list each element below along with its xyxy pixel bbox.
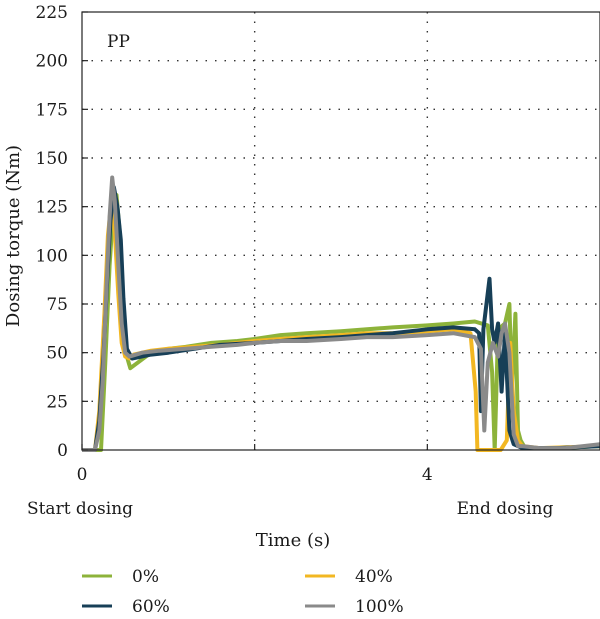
- start-dosing-annotation: Start dosing: [27, 499, 133, 519]
- legend-label: 100%: [355, 597, 404, 617]
- series-line-0pct: [82, 193, 600, 452]
- legend-label: 0%: [132, 567, 159, 587]
- legend-label: 40%: [355, 567, 393, 587]
- legend: 0% 40% 60% 100%: [82, 567, 404, 617]
- x-tick-label: 4: [422, 465, 433, 485]
- y-tick-label: 75: [46, 295, 68, 315]
- x-tick-label: 0: [77, 465, 88, 485]
- series-lines: [82, 175, 600, 452]
- y-axis-title: Dosing torque (Nm): [3, 145, 24, 327]
- y-axis-ticks: 0 25 50 75 100 125 150 175 200 225: [36, 3, 88, 461]
- y-tick-label: 125: [36, 198, 68, 218]
- y-tick-label: 25: [46, 392, 68, 412]
- y-tick-label: 150: [36, 149, 68, 169]
- panel-label: PP: [107, 32, 130, 52]
- plot-frame: [81, 11, 600, 451]
- y-tick-label: 225: [36, 3, 68, 23]
- end-dosing-annotation: End dosing: [457, 499, 554, 519]
- y-tick-label: 100: [36, 246, 68, 266]
- series-line-100pct: [82, 175, 600, 452]
- grid-lines: [82, 12, 600, 450]
- y-tick-label: 0: [57, 441, 68, 461]
- series-line-60pct: [82, 185, 600, 452]
- legend-label: 60%: [132, 597, 170, 617]
- series-line-40pct: [82, 198, 600, 452]
- y-tick-label: 175: [36, 100, 68, 120]
- y-tick-label: 50: [46, 344, 68, 364]
- y-tick-label: 200: [36, 52, 68, 72]
- x-axis-title: Time (s): [256, 530, 331, 551]
